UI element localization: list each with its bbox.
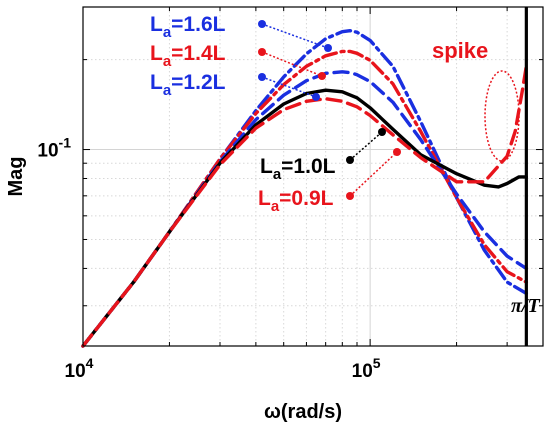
series-curve-dot bbox=[324, 44, 332, 52]
series-leader-dot bbox=[258, 73, 266, 81]
series-label: La=1.6L bbox=[150, 13, 226, 41]
y-axis-label: Mag bbox=[5, 157, 27, 197]
series-line bbox=[81, 64, 528, 348]
x-tick-label: 104 bbox=[65, 355, 94, 382]
series-line bbox=[81, 88, 528, 348]
x-tick-label: 105 bbox=[352, 355, 381, 382]
spike-ellipse bbox=[484, 70, 520, 162]
series-curve-dot bbox=[378, 128, 386, 136]
series-leader-line bbox=[349, 131, 383, 161]
x-axis-label: ω(rad/s) bbox=[264, 401, 342, 423]
series-leader-line bbox=[261, 76, 317, 98]
series-leader-dot bbox=[258, 48, 266, 56]
series-label: La=0.9L bbox=[258, 187, 334, 215]
series-layer bbox=[81, 7, 528, 348]
series-leader-dot bbox=[258, 20, 266, 28]
series-curve-dot bbox=[312, 93, 320, 101]
series-leader-line bbox=[349, 151, 398, 197]
y-tick-label: 10-1 bbox=[37, 135, 71, 162]
series-curve-dot bbox=[318, 72, 326, 80]
series-leader-dot bbox=[346, 192, 354, 200]
grid bbox=[82, 7, 544, 346]
series-leader-line bbox=[261, 23, 329, 49]
series-label: La=1.0L bbox=[260, 155, 336, 183]
series-leader-line bbox=[261, 51, 323, 77]
pi-over-t-label: π/T bbox=[511, 295, 540, 317]
series-curve-dot bbox=[393, 148, 401, 156]
series-label: La=1.2L bbox=[150, 71, 226, 99]
axes: 104 105 10-1 ω(rad/s) Mag bbox=[5, 6, 544, 423]
spike-label: spike bbox=[432, 38, 488, 63]
axes-box bbox=[82, 6, 544, 347]
series-leader-dot bbox=[346, 156, 354, 164]
series-label: La=1.4L bbox=[150, 42, 226, 70]
